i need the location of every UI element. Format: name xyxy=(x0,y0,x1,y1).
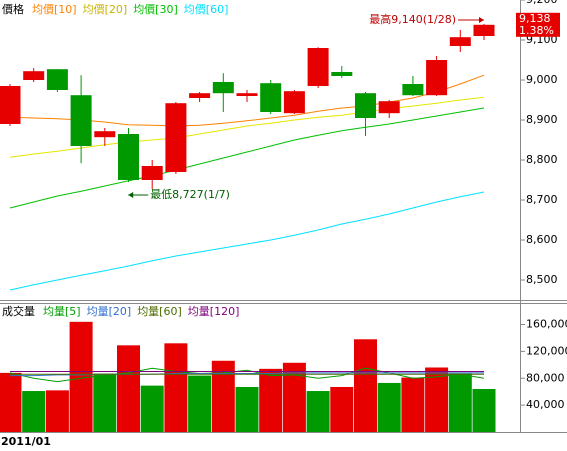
candle-body xyxy=(283,91,305,114)
legend-entry: 均價[60] xyxy=(184,2,229,16)
y-tick-label: 8,900 xyxy=(526,113,558,126)
y-tick-label: 8,800 xyxy=(526,153,558,166)
legend-entry: 均價[30] xyxy=(133,2,178,16)
candle-body xyxy=(118,134,139,180)
volume-bar xyxy=(140,385,164,432)
legend-entry: 均量[60] xyxy=(137,305,182,318)
volume-bar xyxy=(69,321,93,432)
legend-label: 成交量 xyxy=(2,304,35,318)
volume-bar xyxy=(448,373,472,432)
candle-body xyxy=(331,72,353,76)
volume-bar xyxy=(354,339,377,432)
volume-bar xyxy=(188,375,212,432)
y-tick-label: 80,000 xyxy=(526,371,565,384)
legend-entry: 均量[20] xyxy=(87,305,132,318)
volume-bar xyxy=(377,382,401,432)
y-tick-label: 8,700 xyxy=(526,193,558,206)
candle-body xyxy=(260,83,282,112)
last-change: 1.38% xyxy=(519,24,554,37)
last-price: 9,138 xyxy=(519,12,551,25)
candle-body xyxy=(378,101,400,114)
candle-body xyxy=(94,131,116,138)
y-tick-label: 8,500 xyxy=(526,273,558,286)
high-annotation: 最高9,140(1/28) xyxy=(369,12,456,26)
candle-body xyxy=(46,69,68,90)
y-tick-label: 120,000 xyxy=(526,344,567,357)
candle-body xyxy=(189,93,211,98)
candle-body xyxy=(70,95,92,146)
volume-bar xyxy=(22,391,46,432)
y-tick-label: 160,000 xyxy=(526,318,567,331)
legend-entry: 均價[20] xyxy=(83,2,128,16)
candle-body xyxy=(355,93,376,118)
ma-line xyxy=(9,107,485,209)
candle-body xyxy=(165,103,187,172)
legend-entry: 均量[5] xyxy=(43,305,81,318)
candle-body xyxy=(23,71,45,80)
volume-bar xyxy=(0,372,22,432)
legend-entry: 均量[120] xyxy=(188,305,240,318)
candle-body xyxy=(449,37,471,46)
volume-bar xyxy=(235,386,259,432)
volume-bar xyxy=(282,362,306,432)
candle-body xyxy=(426,60,448,96)
y-tick-label: 9,000 xyxy=(526,73,558,86)
candle-body xyxy=(0,86,21,124)
volume-bar xyxy=(211,360,235,432)
volume-bar xyxy=(401,377,425,432)
volume-bar xyxy=(93,373,117,432)
volume-bar xyxy=(259,368,283,432)
y-tick-label: 9,200 xyxy=(526,0,558,6)
x-tick-label: 2011/01 xyxy=(1,435,51,448)
volume-bar xyxy=(330,386,354,432)
candle-body xyxy=(402,84,424,96)
volume-bar xyxy=(306,391,330,432)
ma-line xyxy=(9,367,485,383)
volume-bar xyxy=(425,367,449,432)
ma-line xyxy=(9,96,485,158)
volume-bar xyxy=(117,345,140,432)
candle-body xyxy=(473,24,495,36)
y-tick-label: 40,000 xyxy=(526,398,565,411)
annotation-arrowhead xyxy=(479,17,484,23)
legend-entry: 均價[10] xyxy=(32,2,77,16)
ma-line xyxy=(9,191,485,291)
y-tick-label: 8,600 xyxy=(526,233,558,246)
candle-body xyxy=(212,82,234,94)
candle-body xyxy=(141,166,163,180)
legend-label: 價格 xyxy=(2,2,24,16)
low-annotation: 最低8,727(1/7) xyxy=(150,188,230,201)
volume-bar xyxy=(472,389,496,432)
last-price-box xyxy=(516,12,560,37)
candle-body xyxy=(307,48,329,86)
annotation-arrowhead xyxy=(128,192,134,198)
candle-body xyxy=(236,93,258,96)
volume-bar xyxy=(164,343,188,432)
volume-bar xyxy=(45,390,69,432)
